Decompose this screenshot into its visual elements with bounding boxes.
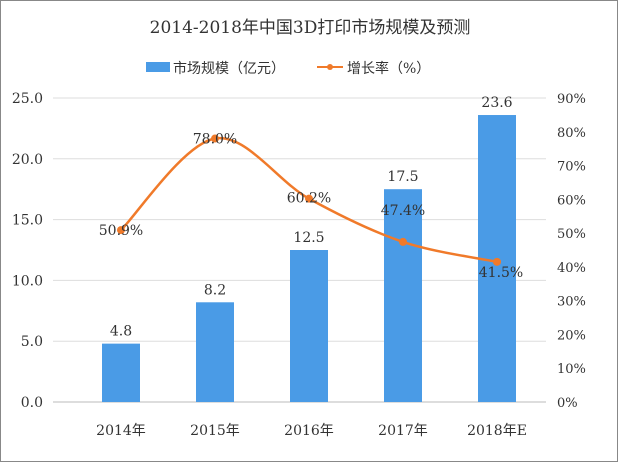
line-value-label: 78.0%	[193, 132, 237, 148]
legend-bar-label: 市场规模（亿元）	[173, 60, 285, 77]
legend-line-label: 增长率（%）	[347, 60, 430, 77]
x-tick-label: 2015年	[190, 423, 240, 439]
right-tick-label: 20%	[557, 328, 586, 343]
bar-value-label: 23.6	[481, 95, 512, 111]
left-tick-label: 20.0	[12, 152, 43, 168]
line-value-label: 41.5%	[479, 265, 523, 281]
x-tick-label: 2017年	[378, 423, 428, 439]
right-tick-label: 60%	[557, 193, 586, 208]
bar	[102, 343, 140, 402]
bar-value-label: 4.8	[110, 324, 132, 340]
left-tick-label: 15.0	[12, 213, 43, 229]
bar	[384, 189, 422, 402]
bar-value-label: 17.5	[387, 169, 418, 185]
right-tick-label: 10%	[557, 362, 586, 377]
legend-bar-swatch	[146, 62, 170, 72]
line-value-label: 47.4%	[381, 203, 425, 219]
right-tick-label: 0%	[557, 396, 578, 411]
line-marker	[305, 194, 313, 203]
left-tick-label: 5.0	[21, 334, 43, 350]
x-tick-label: 2014年	[96, 423, 146, 439]
line-marker	[399, 237, 407, 246]
right-tick-label: 90%	[557, 92, 586, 107]
x-tick-label: 2016年	[284, 423, 334, 439]
right-tick-label: 50%	[557, 227, 586, 242]
growth-line	[120, 137, 498, 264]
left-tick-label: 10.0	[12, 273, 43, 289]
bar	[196, 302, 234, 402]
bar-value-label: 8.2	[204, 282, 226, 298]
right-tick-label: 70%	[557, 160, 586, 175]
right-tick-label: 80%	[557, 126, 586, 141]
line-value-label: 60.2%	[287, 191, 331, 207]
bar-value-label: 12.5	[293, 230, 324, 246]
left-tick-label: 0.0	[21, 395, 43, 411]
line-marker	[117, 226, 125, 235]
right-tick-label: 40%	[557, 261, 586, 276]
line-marker	[493, 257, 501, 266]
line-value-label: 50.9%	[99, 223, 143, 239]
legend-line-marker	[327, 64, 333, 70]
chart-title: 2014-2018年中国3D打印市场规模及预测	[150, 18, 471, 38]
right-tick-label: 30%	[557, 295, 586, 310]
x-tick-label: 2018年E	[467, 423, 527, 439]
left-tick-label: 25.0	[12, 91, 43, 107]
line-marker	[211, 134, 219, 143]
bar	[290, 250, 328, 402]
